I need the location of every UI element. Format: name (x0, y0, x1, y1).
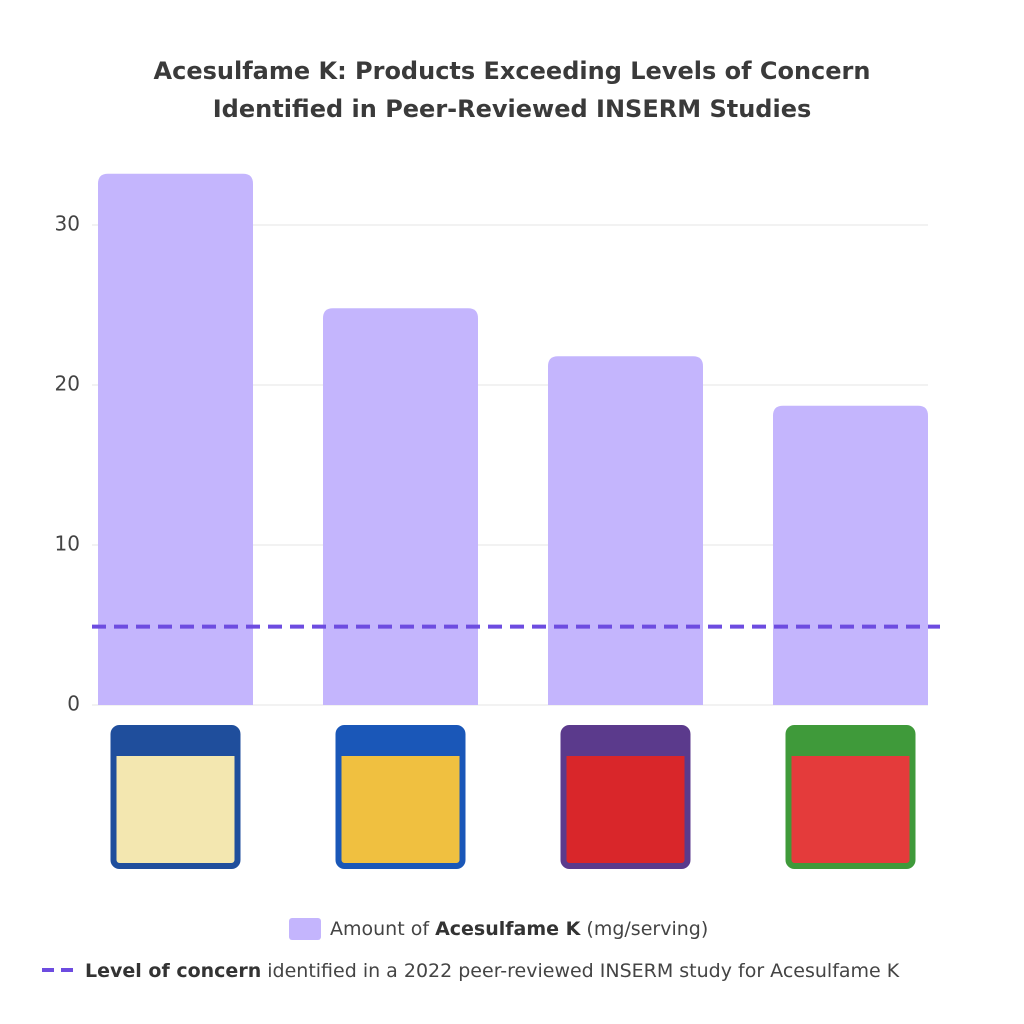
legend-swatch (289, 918, 321, 940)
bar (98, 173, 253, 706)
product-image (560, 725, 691, 869)
product-band (338, 728, 463, 756)
y-tick-label: 0 (67, 692, 80, 716)
legend-text-part: identified in a 2022 peer-reviewed INSER… (261, 960, 900, 982)
legend-text-part: Acesulfame K (435, 918, 582, 940)
product-band (563, 728, 688, 756)
chart-title: Acesulfame K: Products Exceeding Levels … (154, 57, 871, 85)
legend-label: Level of concern identified in a 2022 pe… (85, 960, 900, 982)
product-image (110, 725, 241, 869)
y-tick-label: 30 (55, 212, 80, 236)
product-band (788, 728, 913, 756)
legend-text-part: Level of concern (85, 960, 261, 982)
y-tick-label: 10 (55, 532, 80, 556)
chart-title: Identified in Peer-Reviewed INSERM Studi… (213, 95, 812, 123)
bar (323, 308, 478, 705)
product-image (785, 725, 916, 869)
product-image (335, 725, 466, 869)
bar (773, 405, 928, 705)
product-band (113, 728, 238, 756)
y-tick-label: 20 (55, 372, 80, 396)
legend-text-part: Amount of (330, 918, 435, 940)
legend-label: Amount of Acesulfame K (mg/serving) (330, 918, 708, 940)
bar (548, 356, 703, 705)
legend-text-part: (mg/serving) (580, 918, 708, 940)
